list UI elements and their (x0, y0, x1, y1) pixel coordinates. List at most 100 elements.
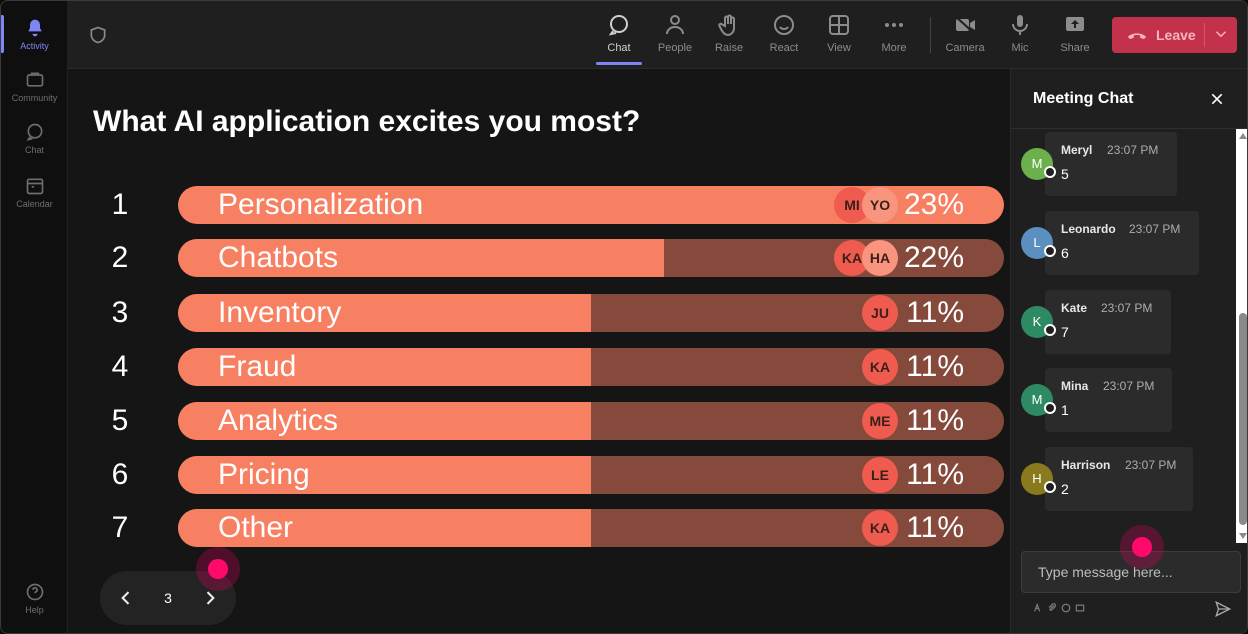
app-rail: Activity Community Chat Calendar Help (1, 1, 68, 633)
rail-item-community[interactable]: Community (1, 61, 68, 111)
poll-option-percent: 11% (906, 511, 964, 544)
voter-avatar: KA (834, 240, 870, 276)
community-icon (26, 72, 43, 87)
poll-option-number: 3 (111, 296, 129, 329)
send-icon[interactable] (1213, 600, 1233, 618)
voter-avatar: YO (862, 187, 898, 223)
message-text: 1 (1061, 402, 1069, 418)
rail-item-chat[interactable]: Chat (1, 113, 68, 163)
message-text: 6 (1061, 245, 1069, 261)
close-icon[interactable] (1209, 91, 1225, 107)
voter-avatar: HA (862, 240, 898, 276)
rail-item-help[interactable]: Help (1, 573, 68, 623)
sender-name: Kate (1061, 301, 1088, 315)
message-text: 5 (1061, 166, 1069, 182)
camera-button[interactable]: Camera (940, 9, 990, 63)
chat-button-label: Chat (607, 42, 631, 54)
chat-button[interactable]: Chat (594, 9, 644, 65)
microphone-icon (1012, 15, 1028, 35)
chat-message-input[interactable] (1021, 551, 1241, 593)
view-button[interactable]: View (814, 9, 864, 63)
presence-status-icon (1044, 245, 1056, 257)
meeting-chat-panel: Meeting Chat Meryl 23:07 PM 5 M Leonardo 23:0… (1010, 69, 1247, 633)
rail-label-community: Community (11, 92, 58, 103)
message-text: 2 (1061, 481, 1069, 497)
presence-status-icon (1044, 324, 1056, 336)
avatar[interactable]: H (1021, 463, 1053, 495)
poll-option-row: 6 Pricing LE 11% (68, 456, 1010, 494)
raise-hand-button[interactable]: Raise (704, 9, 754, 63)
message-timestamp: 23:07 PM (1107, 143, 1159, 157)
chat-message-list: Meryl 23:07 PM 5 M Leonardo 23:07 PM 6 L Kate 23:… (1011, 129, 1236, 543)
chevron-down-icon[interactable] (1212, 25, 1230, 43)
chevron-left-icon[interactable] (116, 588, 136, 608)
format-icon[interactable] (1033, 603, 1043, 613)
poll-option-row: 4 Fraud KA 11% (68, 348, 1010, 386)
chat-message: Meryl 23:07 PM 5 M (1021, 132, 1231, 198)
people-button[interactable]: People (650, 9, 700, 63)
poll-option-fill (178, 239, 664, 277)
rail-label-help: Help (25, 604, 44, 615)
poll-option-percent: 11% (906, 404, 964, 437)
message-bubble: Meryl 23:07 PM 5 (1045, 132, 1177, 196)
poll-option-label: Inventory (218, 296, 342, 329)
share-button[interactable]: Share (1050, 9, 1100, 63)
chevron-right-icon[interactable] (200, 588, 220, 608)
rail-item-activity[interactable]: Activity (1, 9, 68, 59)
scroll-up-arrow-icon[interactable] (1239, 133, 1247, 139)
poll-option-row: 5 Analytics ME 11% (68, 402, 1010, 440)
mic-button[interactable]: Mic (995, 9, 1045, 63)
more-button[interactable]: More (869, 9, 919, 63)
poll-option-bar: Inventory JU 11% (178, 294, 1004, 332)
chat-scrollbar[interactable] (1236, 129, 1247, 543)
emoji-icon[interactable] (1061, 603, 1071, 613)
more-button-label: More (881, 42, 907, 54)
camera-button-label: Camera (945, 42, 985, 54)
leave-divider (1204, 23, 1205, 47)
rail-label-calendar: Calendar (16, 198, 53, 209)
share-button-label: Share (1060, 42, 1090, 54)
message-timestamp: 23:07 PM (1129, 222, 1181, 236)
rail-label-chat: Chat (24, 144, 44, 155)
poll-option-row: 2 Chatbots KA HA 22% (68, 239, 1010, 277)
leave-button[interactable]: Leave (1112, 17, 1237, 53)
chat-header: Meeting Chat (1011, 69, 1247, 129)
chat-title: Meeting Chat (1033, 90, 1134, 107)
smiley-icon (774, 15, 794, 35)
poll-question: What AI application excites you most? (93, 105, 641, 138)
poll-option-row: 3 Inventory JU 11% (68, 294, 1010, 332)
poll-option-bar: Pricing LE 11% (178, 456, 1004, 494)
poll-option-number: 4 (111, 350, 129, 383)
poll-option-percent: 23% (903, 188, 964, 221)
poll-option-bar: Fraud KA 11% (178, 348, 1004, 386)
page-number: 3 (164, 590, 172, 606)
message-timestamp: 23:07 PM (1125, 458, 1177, 472)
message-bubble: Harrison 23:07 PM 2 (1045, 447, 1193, 511)
sender-name: Mina (1061, 379, 1089, 393)
poll-option-number: 5 (111, 404, 129, 437)
poll-option-fill (178, 402, 591, 440)
attach-icon[interactable] (1047, 603, 1057, 613)
poll-option-bar: Chatbots KA HA 22% (178, 239, 1004, 277)
chat-message: Harrison 23:07 PM 2 H (1021, 447, 1231, 513)
chat-message: Leonardo 23:07 PM 6 L (1021, 211, 1231, 277)
sender-name: Harrison (1061, 458, 1111, 472)
shield-icon[interactable] (88, 25, 108, 45)
help-icon (26, 583, 43, 600)
poll-option-fill (178, 509, 591, 547)
gif-icon[interactable] (1075, 603, 1085, 613)
phone-hangup-icon (1127, 33, 1147, 40)
scroll-thumb[interactable] (1239, 313, 1247, 525)
rail-item-calendar[interactable]: Calendar (1, 167, 68, 217)
react-button[interactable]: React (759, 9, 809, 63)
poll-option-bar: Personalization MI YO 23% (178, 186, 1004, 224)
presence-status-icon (1044, 166, 1056, 178)
poll-option-number: 7 (111, 511, 129, 544)
scroll-down-arrow-icon[interactable] (1239, 533, 1247, 539)
poll-option-fill (178, 294, 591, 332)
react-button-label: React (769, 42, 799, 54)
pager: 3 (100, 571, 236, 625)
mic-button-label: Mic (1011, 42, 1029, 54)
poll-option-row: 1 Personalization MI YO 23% (68, 186, 1010, 224)
voter-avatar: ME (862, 403, 898, 439)
